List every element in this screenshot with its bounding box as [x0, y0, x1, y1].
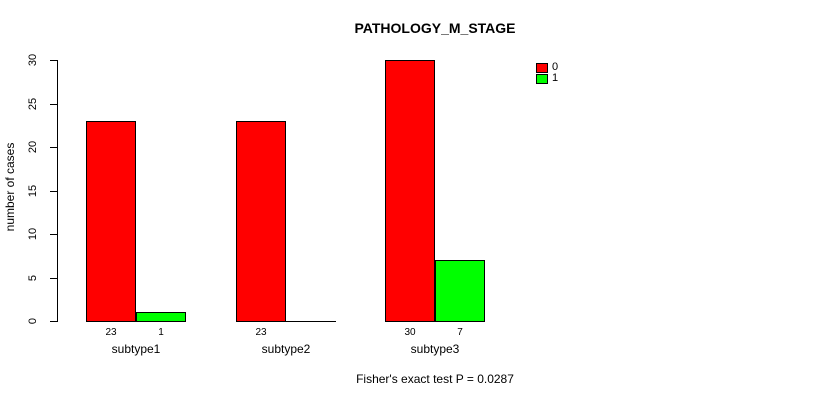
- y-axis-tick: [50, 147, 57, 148]
- y-axis-tick-label: 0: [27, 317, 39, 325]
- bar-value-label: 23: [105, 327, 117, 338]
- chart-title: PATHOLOGY_M_STAGE: [354, 20, 516, 36]
- bar-subtype1-0: [86, 121, 136, 322]
- legend-swatch: [536, 73, 548, 84]
- x-axis-category-label: subtype1: [111, 342, 161, 356]
- y-axis-tick: [50, 321, 57, 322]
- y-axis-line: [57, 60, 58, 322]
- bar-subtype2-1: [286, 321, 336, 322]
- y-axis-tick: [50, 60, 57, 61]
- footer-stat-text: Fisher's exact test P = 0.0287: [356, 372, 514, 386]
- x-axis-category-label: subtype3: [410, 342, 460, 356]
- y-axis-tick-label: 20: [27, 140, 39, 154]
- legend-label: 1: [552, 72, 559, 84]
- legend-swatch: [536, 62, 548, 73]
- bar-value-label: 1: [158, 327, 164, 338]
- y-axis-tick-label: 15: [27, 184, 39, 198]
- y-axis-tick: [50, 278, 57, 279]
- y-axis-label: number of cases: [3, 142, 17, 232]
- legend-item: 0: [536, 62, 558, 73]
- y-axis-tick-label: 25: [27, 97, 39, 111]
- legend-item: 1: [536, 73, 558, 84]
- bar-value-label: 30: [404, 327, 416, 338]
- bar-subtype3-1: [435, 260, 485, 322]
- bar-value-label: 23: [255, 327, 267, 338]
- bar-value-label: 7: [457, 327, 463, 338]
- legend-label: 0: [552, 61, 559, 73]
- bar-subtype1-1: [136, 312, 186, 322]
- bar-subtype2-0: [236, 121, 286, 322]
- y-axis-tick-label: 30: [27, 53, 39, 67]
- y-axis-tick-label: 5: [27, 274, 39, 282]
- bar-subtype3-0: [385, 60, 435, 322]
- y-axis-tick: [50, 191, 57, 192]
- y-axis-tick-label: 10: [27, 227, 39, 241]
- y-axis-tick: [50, 104, 57, 105]
- x-axis-category-label: subtype2: [261, 342, 311, 356]
- y-axis-tick: [50, 234, 57, 235]
